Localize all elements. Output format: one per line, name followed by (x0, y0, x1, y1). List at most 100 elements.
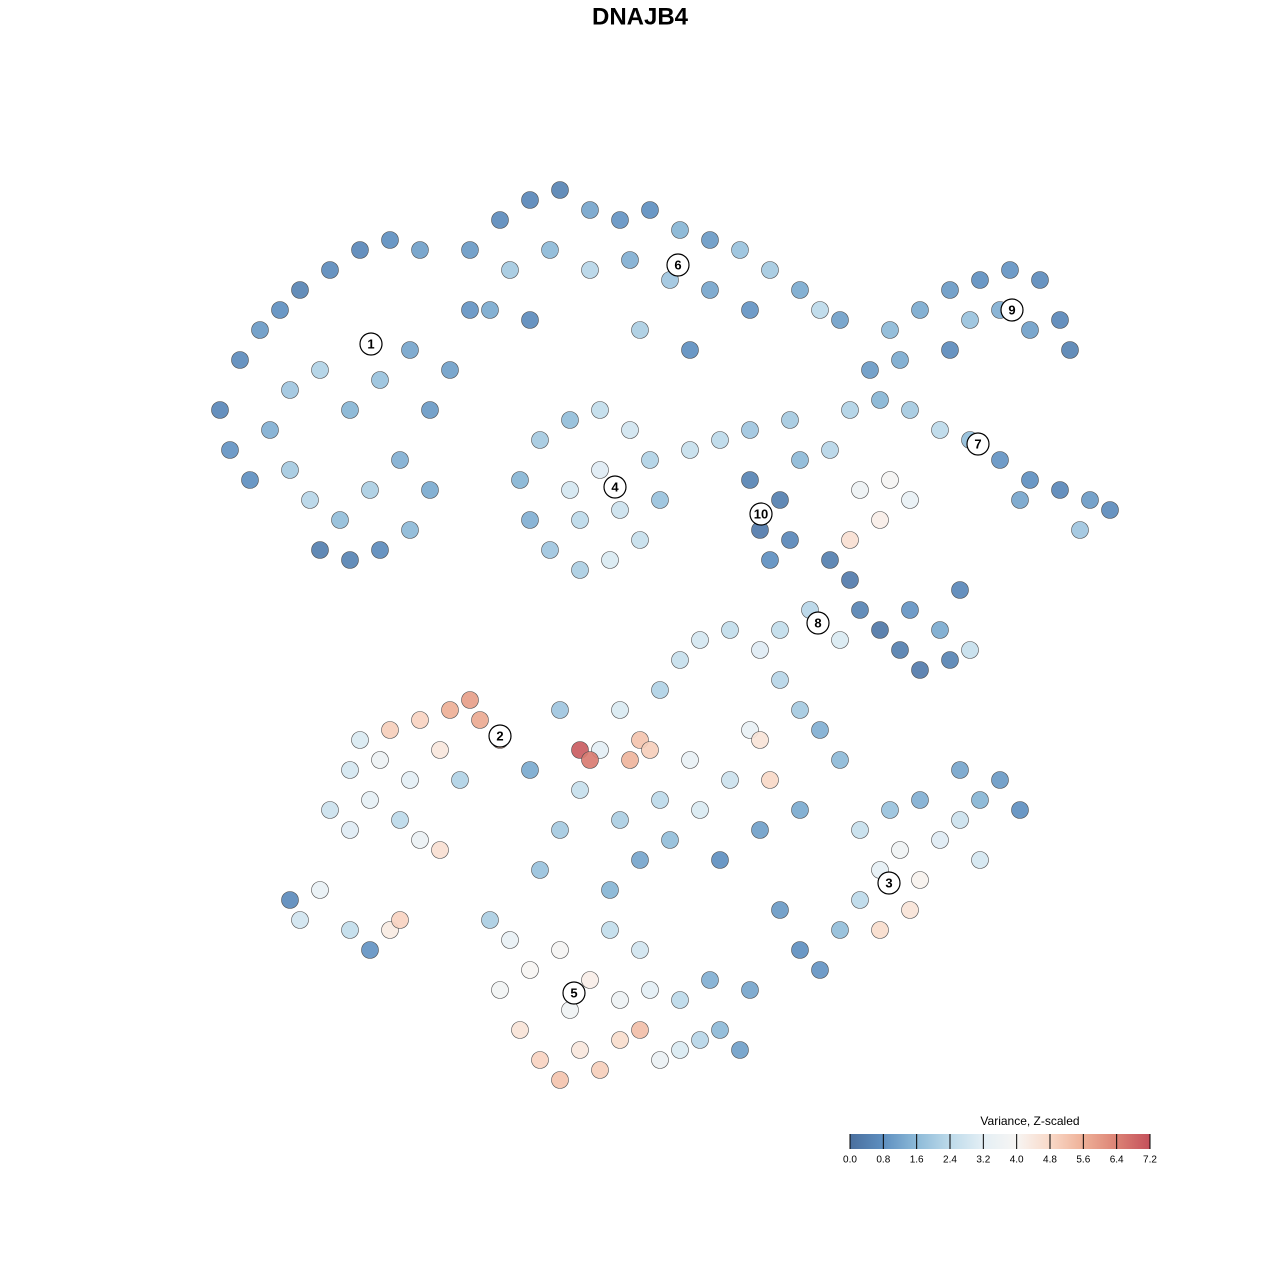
point (761, 261, 779, 279)
point (871, 391, 889, 409)
point (641, 451, 659, 469)
point (441, 361, 459, 379)
point (631, 851, 649, 869)
point (411, 831, 429, 849)
point (881, 321, 899, 339)
point (231, 351, 249, 369)
point (581, 201, 599, 219)
point (441, 701, 459, 719)
point (901, 491, 919, 509)
point (621, 251, 639, 269)
point (751, 821, 769, 839)
point (771, 901, 789, 919)
point (521, 311, 539, 329)
point (911, 301, 929, 319)
point (281, 891, 299, 909)
cluster-label: 7 (974, 436, 981, 451)
point (741, 981, 759, 999)
point (641, 741, 659, 759)
point (911, 791, 929, 809)
point (261, 421, 279, 439)
point (701, 281, 719, 299)
point (671, 221, 689, 239)
colorbar-tick-label: 7.2 (1143, 1155, 1157, 1166)
cluster-label: 3 (885, 875, 892, 890)
cluster-label: 8 (814, 615, 821, 630)
point (711, 1021, 729, 1039)
point (711, 851, 729, 869)
point (1021, 471, 1039, 489)
point (831, 751, 849, 769)
point (761, 551, 779, 569)
point (491, 211, 509, 229)
point (651, 491, 669, 509)
point (731, 241, 749, 259)
point (791, 941, 809, 959)
point (611, 501, 629, 519)
colorbar-title: Variance, Z-scaled (980, 1114, 1079, 1128)
point (501, 931, 519, 949)
point (331, 511, 349, 529)
point (821, 441, 839, 459)
point (871, 511, 889, 529)
point (381, 231, 399, 249)
point (911, 661, 929, 679)
point (541, 541, 559, 559)
point (311, 361, 329, 379)
point (551, 701, 569, 719)
point (681, 751, 699, 769)
cluster-badge (806, 611, 830, 635)
point (761, 771, 779, 789)
point (751, 731, 769, 749)
point (651, 791, 669, 809)
point (881, 471, 899, 489)
point (821, 551, 839, 569)
cluster-label: 4 (611, 479, 619, 494)
point (561, 481, 579, 499)
point (521, 961, 539, 979)
point (601, 551, 619, 569)
point (631, 531, 649, 549)
point (661, 831, 679, 849)
point (811, 721, 829, 739)
point (911, 871, 929, 889)
point (901, 901, 919, 919)
point (971, 791, 989, 809)
point (371, 541, 389, 559)
point (581, 751, 599, 769)
point (241, 471, 259, 489)
point (851, 601, 869, 619)
cluster-badge (603, 475, 627, 499)
point (741, 301, 759, 319)
point (1011, 801, 1029, 819)
colorbar (850, 1134, 1150, 1149)
point (311, 541, 329, 559)
point (321, 801, 339, 819)
point (931, 831, 949, 849)
point (391, 811, 409, 829)
point (361, 791, 379, 809)
cluster-badge (488, 724, 512, 748)
cluster-badge (666, 253, 690, 277)
point (791, 801, 809, 819)
point (311, 881, 329, 899)
point (501, 261, 519, 279)
point (1051, 311, 1069, 329)
point (431, 841, 449, 859)
cluster-label: 6 (674, 257, 681, 272)
point (631, 1021, 649, 1039)
point (341, 401, 359, 419)
point (401, 521, 419, 539)
point (571, 781, 589, 799)
point (771, 621, 789, 639)
point (651, 1051, 669, 1069)
point (651, 681, 669, 699)
cluster-label: 9 (1008, 302, 1015, 317)
colorbar-tick-label: 6.4 (1110, 1155, 1124, 1166)
point (791, 451, 809, 469)
point (771, 671, 789, 689)
point (691, 1031, 709, 1049)
point (621, 751, 639, 769)
point (1061, 341, 1079, 359)
point (731, 1041, 749, 1059)
